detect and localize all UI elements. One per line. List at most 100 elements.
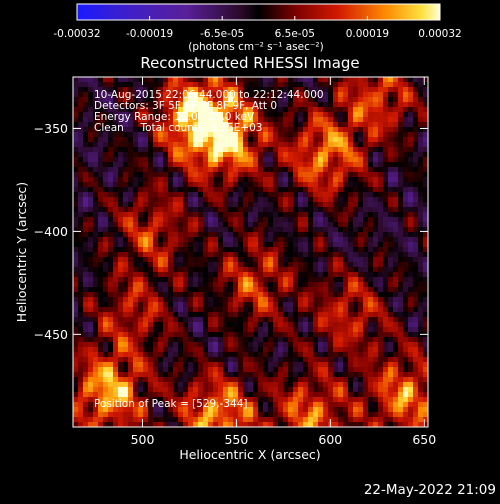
- heatmap-cell: [413, 302, 418, 307]
- heatmap-cell: [198, 137, 203, 142]
- heatmap-cell: [258, 247, 263, 252]
- heatmap-cell: [143, 212, 148, 217]
- heatmap-cell: [143, 207, 148, 212]
- heatmap-cell: [88, 107, 93, 112]
- heatmap-cell: [323, 387, 328, 392]
- heatmap-cell: [233, 247, 238, 252]
- heatmap-cell: [313, 272, 318, 277]
- heatmap-cell: [178, 367, 183, 372]
- heatmap-cell: [403, 272, 408, 277]
- heatmap-cell: [223, 347, 228, 352]
- heatmap-cell: [253, 177, 258, 182]
- heatmap-cell: [113, 252, 118, 257]
- heatmap-cell: [303, 307, 308, 312]
- heatmap-cell: [408, 97, 413, 102]
- heatmap-cell: [403, 122, 408, 127]
- heatmap-cell: [148, 197, 153, 202]
- heatmap-cell: [138, 257, 143, 262]
- heatmap-cell: [403, 192, 408, 197]
- heatmap-cell: [248, 252, 253, 257]
- heatmap-cell: [308, 257, 313, 262]
- heatmap-cell: [293, 122, 298, 127]
- heatmap-cell: [323, 232, 328, 237]
- heatmap-cell: [173, 292, 178, 297]
- heatmap-cell: [173, 317, 178, 322]
- heatmap-cell: [183, 367, 188, 372]
- heatmap-cell: [218, 257, 223, 262]
- heatmap-cell: [238, 237, 243, 242]
- heatmap-cell: [168, 292, 173, 297]
- heatmap-cell: [133, 317, 138, 322]
- heatmap-cell: [173, 322, 178, 327]
- heatmap-cell: [408, 257, 413, 262]
- heatmap-cell: [338, 352, 343, 357]
- heatmap-cell: [403, 212, 408, 217]
- heatmap-cell: [303, 372, 308, 377]
- heatmap-cell: [348, 407, 353, 412]
- heatmap-cell: [178, 267, 183, 272]
- heatmap-cell: [303, 132, 308, 137]
- heatmap-cell: [128, 227, 133, 232]
- heatmap-cell: [368, 187, 373, 192]
- heatmap-cell: [283, 342, 288, 347]
- heatmap-cell: [198, 242, 203, 247]
- heatmap-cell: [238, 152, 243, 157]
- heatmap-cell: [133, 212, 138, 217]
- heatmap-cell: [333, 402, 338, 407]
- heatmap-cell: [213, 382, 218, 387]
- heatmap-cell: [88, 117, 93, 122]
- heatmap-cell: [193, 382, 198, 387]
- heatmap-cell: [148, 247, 153, 252]
- heatmap-cell: [268, 262, 273, 267]
- heatmap-cell: [318, 412, 323, 417]
- heatmap-cell: [378, 212, 383, 217]
- heatmap-cell: [218, 307, 223, 312]
- heatmap-cell: [183, 77, 188, 82]
- heatmap-cell: [263, 412, 268, 417]
- heatmap-cell: [178, 342, 183, 347]
- heatmap-cell: [108, 192, 113, 197]
- heatmap-cell: [88, 312, 93, 317]
- heatmap-cell: [133, 172, 138, 177]
- heatmap-cell: [123, 277, 128, 282]
- heatmap-cell: [163, 237, 168, 242]
- heatmap-cell: [413, 307, 418, 312]
- heatmap-cell: [363, 292, 368, 297]
- heatmap-cell: [73, 172, 78, 177]
- heatmap-cell: [253, 377, 258, 382]
- heatmap-cell: [98, 202, 103, 207]
- heatmap-cell: [213, 267, 218, 272]
- heatmap-cell: [118, 347, 123, 352]
- heatmap-cell: [143, 357, 148, 362]
- heatmap-cell: [148, 222, 153, 227]
- heatmap-cell: [393, 307, 398, 312]
- heatmap-cell: [178, 387, 183, 392]
- heatmap-cell: [348, 152, 353, 157]
- heatmap-cell: [408, 192, 413, 197]
- heatmap-cell: [358, 412, 363, 417]
- heatmap-cell: [373, 327, 378, 332]
- heatmap-cell: [238, 297, 243, 302]
- heatmap-cell: [358, 307, 363, 312]
- heatmap-cell: [293, 147, 298, 152]
- heatmap-cell: [113, 362, 118, 367]
- heatmap-cell: [83, 182, 88, 187]
- heatmap-cell: [378, 77, 383, 82]
- heatmap-cell: [83, 322, 88, 327]
- heatmap-cell: [183, 252, 188, 257]
- heatmap-cell: [228, 337, 233, 342]
- heatmap-cell: [363, 332, 368, 337]
- heatmap-cell: [228, 327, 233, 332]
- heatmap-cell: [168, 417, 173, 422]
- heatmap-cell: [183, 412, 188, 417]
- heatmap-cell: [313, 102, 318, 107]
- heatmap-cell: [243, 387, 248, 392]
- heatmap-cell: [373, 302, 378, 307]
- heatmap-cell: [288, 137, 293, 142]
- heatmap-cell: [413, 127, 418, 132]
- heatmap-cell: [278, 307, 283, 312]
- heatmap-cell: [323, 217, 328, 222]
- heatmap-cell: [238, 197, 243, 202]
- heatmap-cell: [248, 197, 253, 202]
- heatmap-cell: [308, 312, 313, 317]
